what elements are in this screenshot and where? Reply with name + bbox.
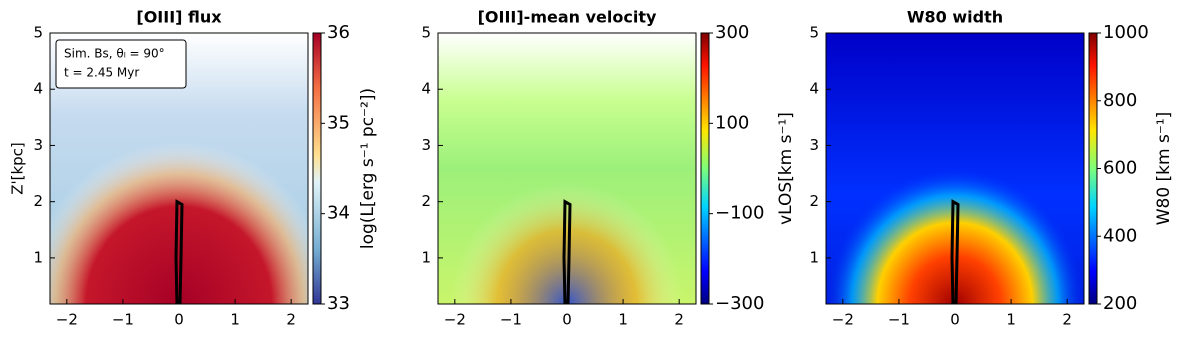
x-tick-label: −1 (888, 311, 910, 329)
y-tick-label: 4 (809, 80, 819, 98)
y-tick-label: 1 (33, 248, 43, 266)
y-tick-label: 3 (809, 136, 819, 154)
colorbar-tick-label: 300 (715, 22, 749, 43)
annotation: t = 2.45 Myr (64, 66, 139, 80)
colorbar (312, 32, 322, 305)
jet-contour (174, 199, 184, 305)
x-tick-label: −1 (112, 311, 134, 329)
colorbar-label: W80 [km s⁻¹] (1154, 112, 1174, 226)
panel-title: [OIII] flux (136, 8, 222, 27)
colorbar-tick-label: 600 (1103, 158, 1137, 179)
panel-title: W80 width (907, 8, 1003, 27)
y-axis-label: Z'[kpc] (9, 142, 27, 195)
colorbar-tick-label: 800 (1103, 90, 1137, 111)
colorbar (700, 32, 710, 305)
colorbar-tick-label: 35 (327, 112, 350, 133)
colorbar-tick-label: 100 (715, 112, 749, 133)
x-tick-label: −2 (56, 311, 78, 329)
y-tick-label: 5 (421, 24, 431, 42)
x-tick-label: 1 (230, 311, 240, 329)
y-tick-label: 3 (33, 136, 43, 154)
colorbar-tick-label: 36 (327, 22, 350, 43)
y-tick-label: 4 (33, 80, 43, 98)
y-tick-label: 2 (809, 192, 819, 210)
colorbar-tick-label: −300 (715, 293, 764, 314)
x-tick-label: 2 (1062, 311, 1072, 329)
x-tick-label: 2 (286, 311, 296, 329)
y-tick-label: 4 (421, 80, 431, 98)
jet-contour (950, 199, 960, 305)
annotation: Sim. Bs, θₗ = 90° (64, 47, 165, 61)
x-tick-label: −1 (500, 311, 522, 329)
y-tick-label: 5 (33, 24, 43, 42)
x-tick-label: 0 (174, 311, 184, 329)
y-tick-label: 2 (421, 192, 431, 210)
x-tick-label: 1 (618, 311, 628, 329)
y-tick-label: 1 (809, 248, 819, 266)
colorbar-tick-label: 34 (327, 203, 350, 224)
colorbar-tick-label: 1000 (1103, 22, 1149, 43)
colorbar-tick-label: 200 (1103, 293, 1137, 314)
colorbar-label: vLOS[km s⁻¹] (776, 112, 796, 225)
panel-title: [OIII]-mean velocity (478, 8, 657, 27)
annotation-box (55, 39, 187, 89)
colorbar-label: log(L[erg s⁻¹ pc⁻²]) (358, 88, 378, 249)
image-core (826, 33, 1084, 304)
y-tick-label: 3 (421, 136, 431, 154)
y-tick-label: 2 (33, 192, 43, 210)
x-tick-label: 1 (1006, 311, 1016, 329)
x-tick-label: 0 (950, 311, 960, 329)
y-tick-label: 1 (421, 248, 431, 266)
x-tick-label: 2 (674, 311, 684, 329)
x-tick-label: −2 (832, 311, 854, 329)
jet-contour (562, 199, 572, 305)
colorbar-tick-label: 400 (1103, 225, 1137, 246)
colorbar-tick-label: 33 (327, 293, 350, 314)
image-core (438, 33, 696, 304)
x-tick-label: −2 (444, 311, 466, 329)
colorbar (1088, 32, 1098, 305)
x-tick-label: 0 (562, 311, 572, 329)
colorbar-tick-label: −100 (715, 203, 764, 224)
y-tick-label: 5 (809, 24, 819, 42)
